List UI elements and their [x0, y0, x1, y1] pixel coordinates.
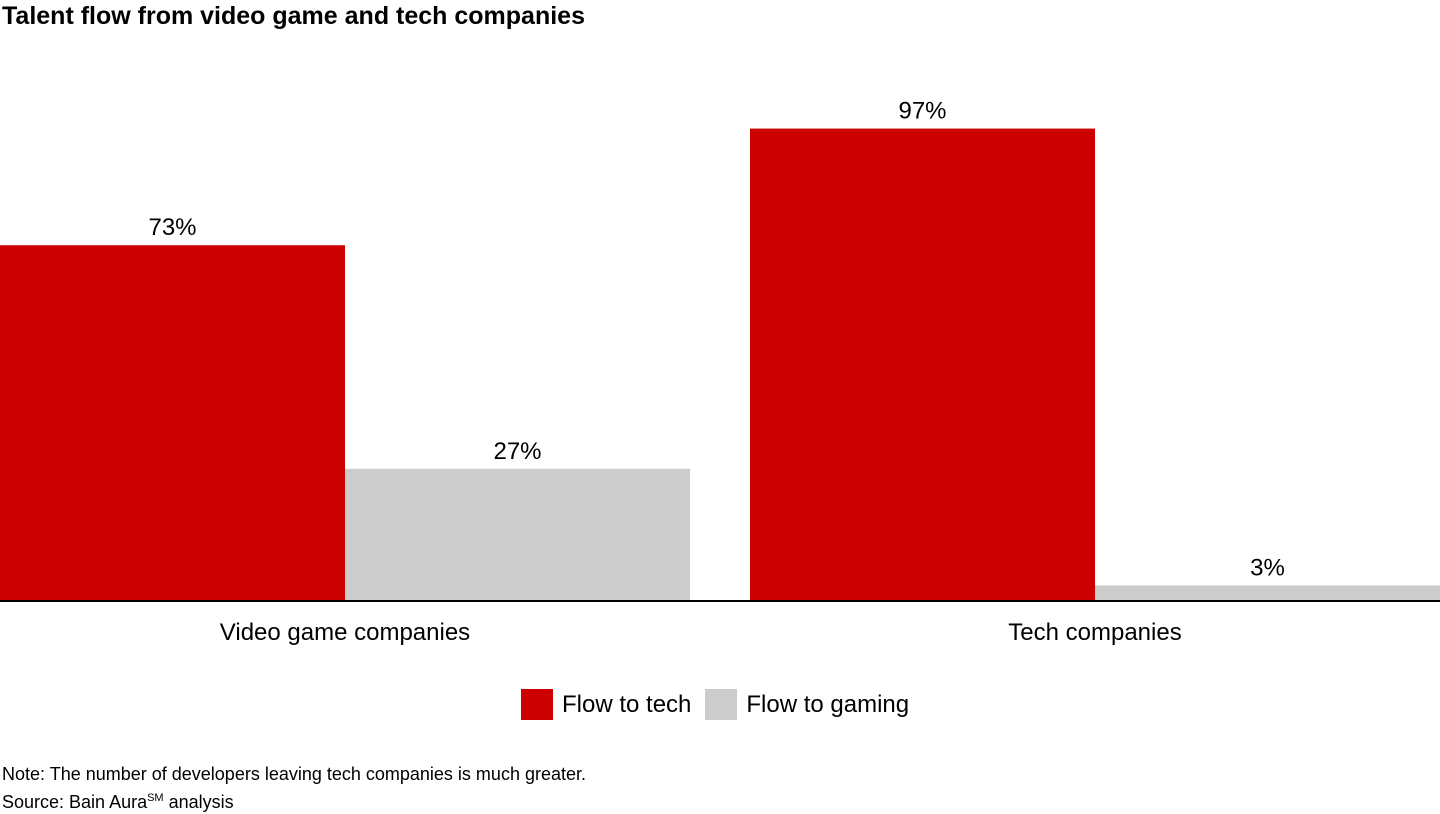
source: Source: Bain AuraSM analysis	[2, 786, 586, 814]
data-label: 27%	[493, 438, 541, 465]
bar	[1095, 585, 1440, 600]
legend-swatch	[705, 689, 738, 720]
bar	[345, 468, 690, 600]
note: Note: The number of developers leaving t…	[2, 764, 586, 784]
data-label: 3%	[1250, 554, 1285, 581]
legend-label: Flow to gaming	[746, 690, 910, 718]
legend-item-flow-to-tech: Flow to tech	[521, 689, 691, 720]
bar-chart: 73% 97% 27% 3% Video game companies Tech comp…	[0, 98, 1440, 646]
source-text: Source: Bain Aura	[2, 792, 148, 812]
data-label: 73%	[148, 214, 196, 241]
legend-item-flow-to-gaming: Flow to gaming	[705, 689, 909, 720]
legend-swatch	[521, 689, 553, 720]
footnote: Note: The number of developers leaving t…	[2, 762, 586, 814]
service-mark: SM	[147, 792, 164, 804]
source-text-suffix: analysis	[163, 792, 234, 812]
legend-label: Flow to tech	[562, 690, 692, 718]
bar	[750, 128, 1095, 600]
chart-title: Talent flow from video game and tech com…	[2, 2, 585, 30]
data-label: 97%	[898, 98, 946, 125]
category-label: Video game companies	[220, 619, 470, 646]
category-label: Tech companies	[1008, 619, 1181, 646]
legend: Flow to tech Flow to gaming	[521, 689, 923, 720]
bar	[0, 245, 345, 600]
